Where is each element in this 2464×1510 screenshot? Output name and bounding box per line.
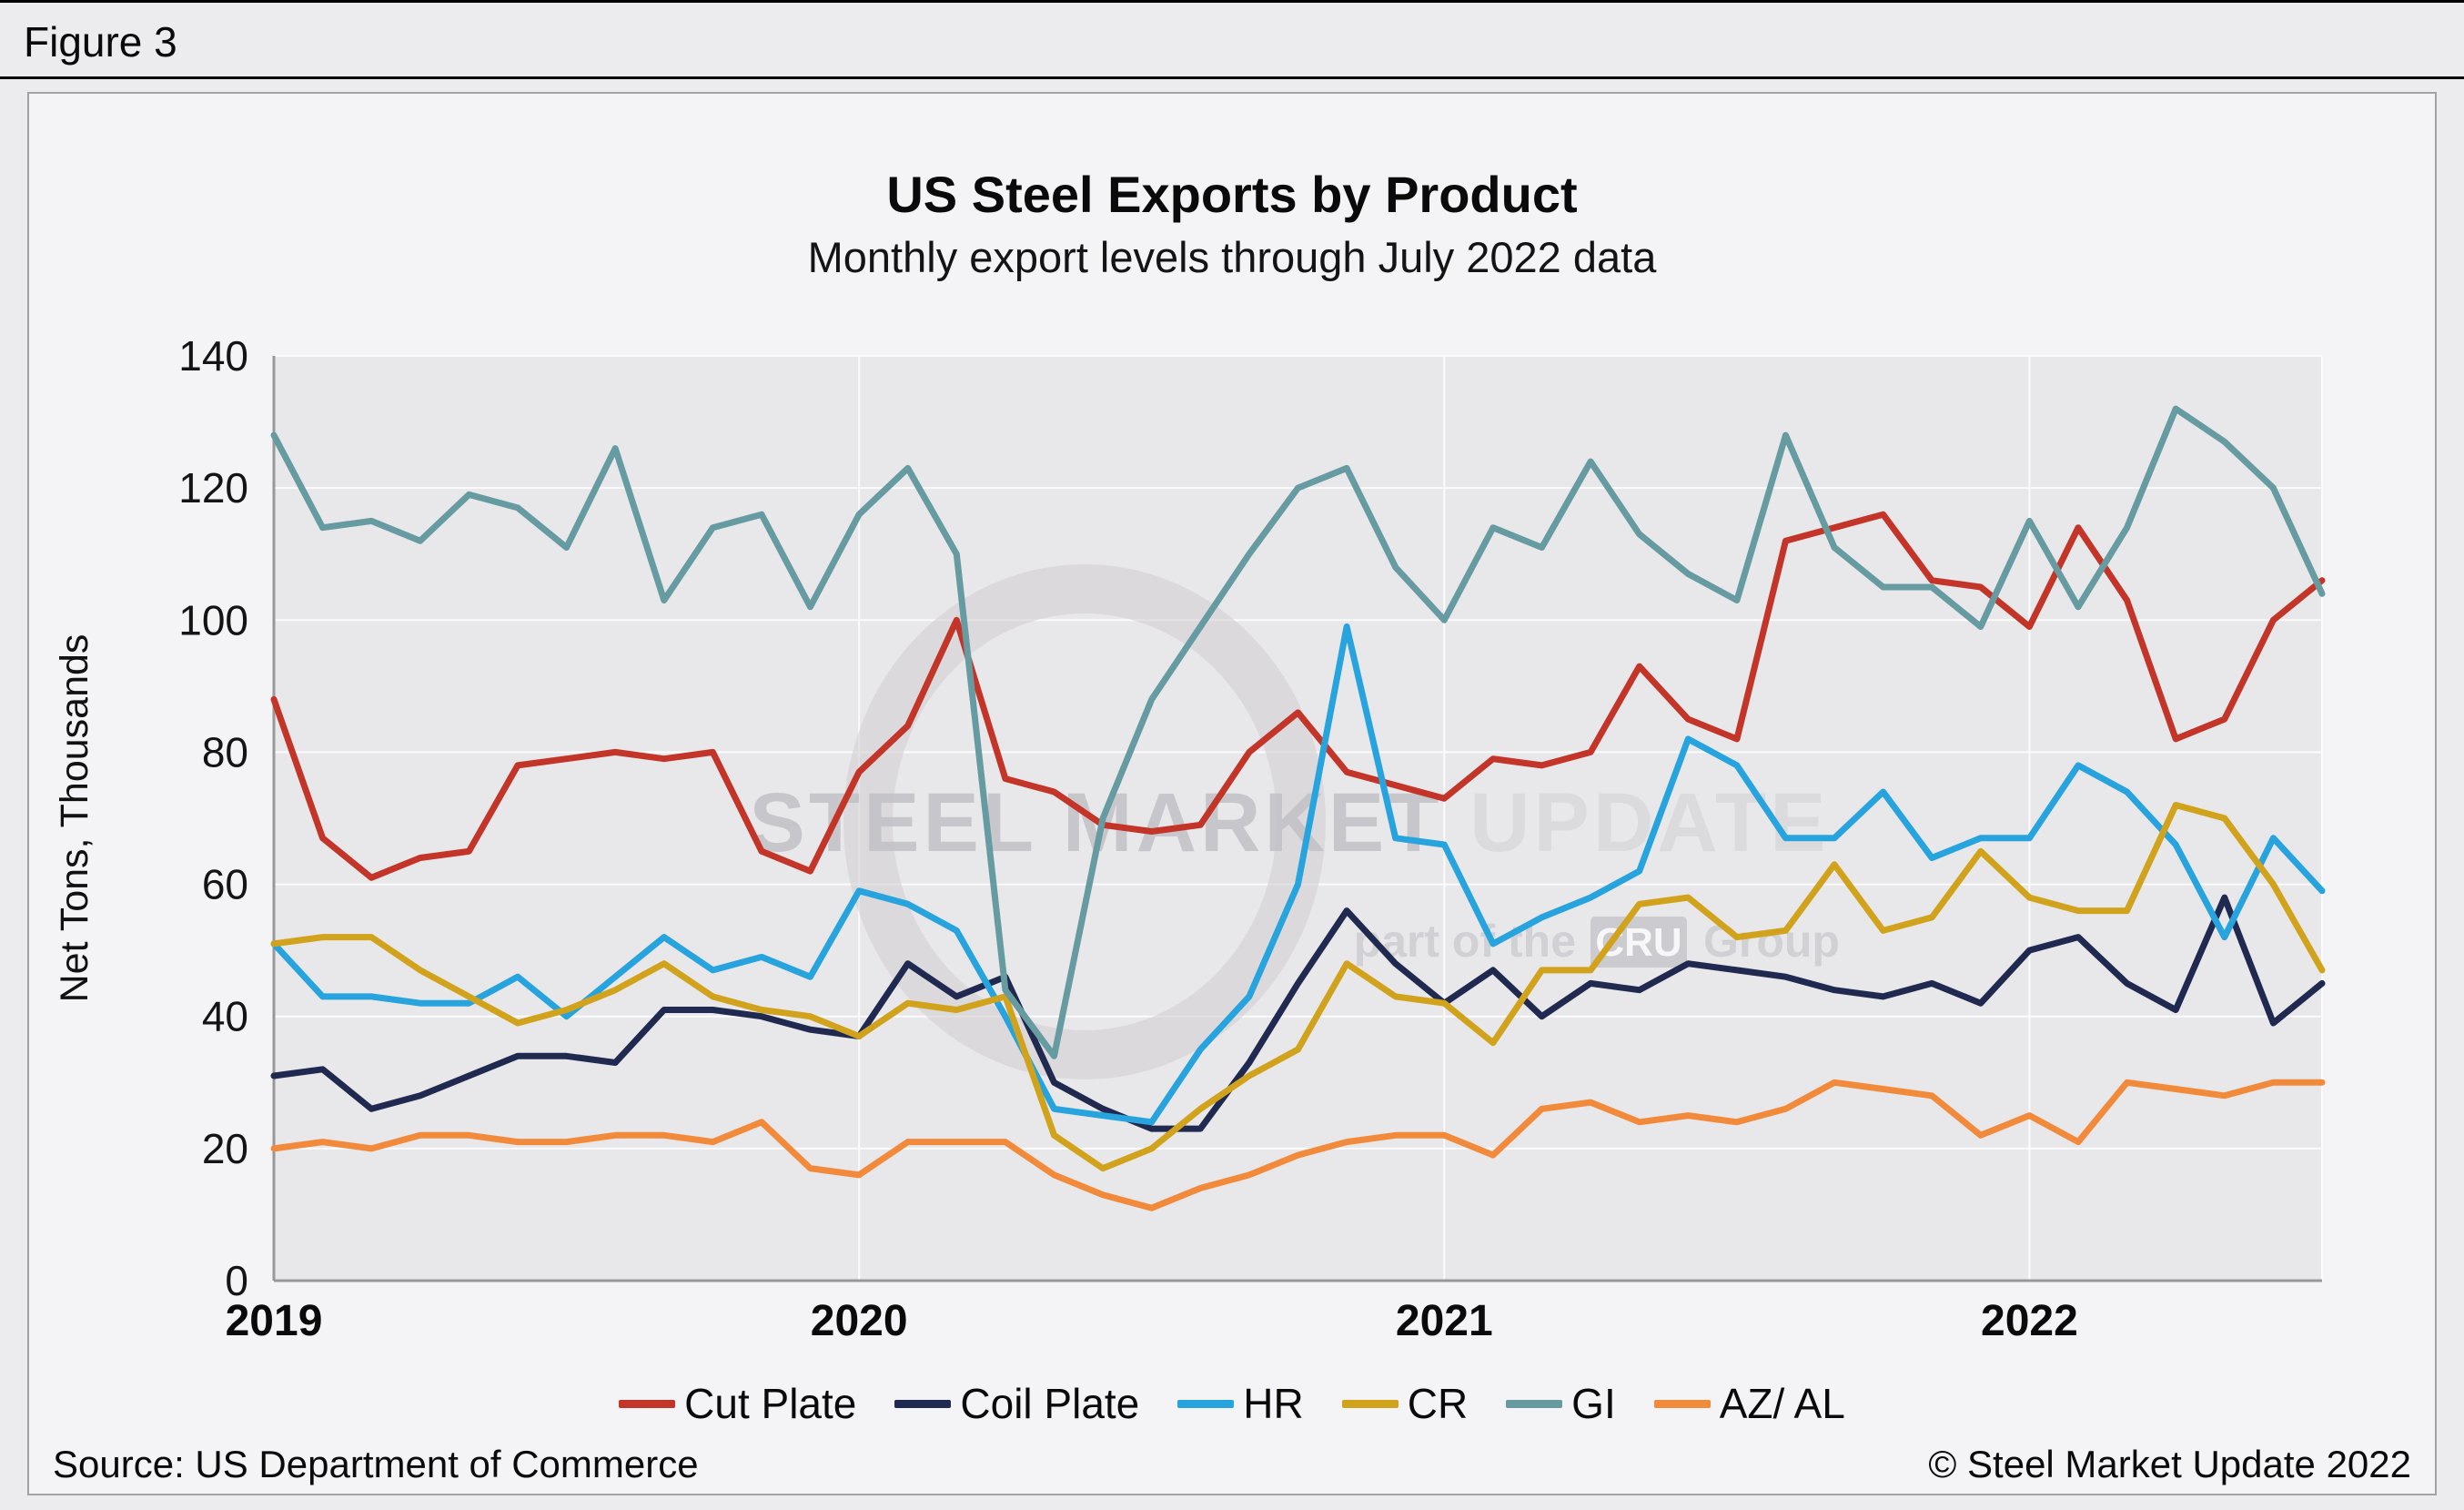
legend-item-az-al: AZ/ AL — [1653, 1379, 1845, 1428]
watermark-logo-ring — [843, 564, 1326, 1079]
x-year-label: 2019 — [226, 1297, 323, 1345]
watermark-cru-box — [1590, 917, 1687, 968]
y-tick-label: 120 — [178, 464, 248, 512]
series-line-coil-plate — [270, 894, 2326, 1132]
legend-item-hr: HR — [1177, 1379, 1304, 1428]
series-line-az-al — [270, 1079, 2326, 1211]
x-year-label: 2020 — [811, 1297, 908, 1345]
series-line-gi — [270, 405, 2326, 1059]
legend-swatch-coil-plate — [894, 1399, 952, 1408]
legend-label-cr: CR — [1407, 1380, 1469, 1427]
figure-label: Figure 3 — [24, 18, 177, 66]
chart-footer: Source: US Department of Commerce © Stee… — [29, 1443, 2435, 1486]
y-tick-label: 100 — [178, 596, 248, 644]
legend-swatch-hr — [1177, 1399, 1235, 1408]
figure-header: Figure 3 — [0, 3, 2464, 79]
legend-swatch-gi — [1506, 1399, 1563, 1408]
copyright-note: © Steel Market Update 2022 — [1928, 1443, 2411, 1485]
x-year-label: 2022 — [1981, 1297, 2078, 1345]
chart-title: US Steel Exports by Product — [886, 166, 1578, 223]
y-tick-label: 0 — [225, 1257, 248, 1304]
y-axis-title: Net Tons, Thousands — [53, 634, 96, 1003]
watermark-tagline-post: Group — [1703, 916, 1840, 967]
legend-swatch-cut-plate — [619, 1399, 676, 1408]
legend-swatch-az-al — [1653, 1399, 1711, 1408]
legend-label-coil-plate: Coil Plate — [960, 1380, 1140, 1427]
y-tick-label: 80 — [202, 728, 248, 775]
legend-label-gi: GI — [1571, 1380, 1616, 1427]
legend-label-hr: HR — [1243, 1380, 1304, 1427]
watermark-tagline-pre: part of the — [1354, 916, 1576, 967]
x-year-label: 2021 — [1396, 1297, 1493, 1345]
chart-legend: Cut Plate Coil Plate HR CR GI AZ/ AL — [29, 1379, 2435, 1428]
legend-item-cr: CR — [1341, 1379, 1469, 1428]
legend-label-az-al: AZ/ AL — [1719, 1380, 1845, 1427]
y-tick-label: 40 — [202, 993, 248, 1040]
chart-subtitle: Monthly export levels through July 2022 … — [807, 233, 1657, 281]
source-note: Source: US Department of Commerce — [53, 1443, 699, 1485]
series-line-cr — [270, 802, 2326, 1172]
y-tick-label: 20 — [202, 1125, 248, 1172]
y-tick-label: 60 — [202, 861, 248, 908]
legend-item-cut-plate: Cut Plate — [619, 1379, 856, 1428]
series-line-cut-plate — [270, 511, 2326, 881]
legend-item-gi: GI — [1506, 1379, 1616, 1428]
chart-panel: 0 20 40 60 80 100 120 140 2019 2020 2021 2022 Net To… — [27, 92, 2437, 1495]
legend-swatch-cr — [1341, 1399, 1399, 1408]
legend-label-cut-plate: Cut Plate — [684, 1380, 857, 1427]
legend-item-coil-plate: Coil Plate — [894, 1379, 1139, 1428]
y-tick-label: 140 — [178, 332, 248, 380]
line-chart: 0 20 40 60 80 100 120 140 2019 2020 2021 2022 Net To… — [53, 332, 2326, 1345]
series-line-hr — [270, 623, 2326, 1126]
